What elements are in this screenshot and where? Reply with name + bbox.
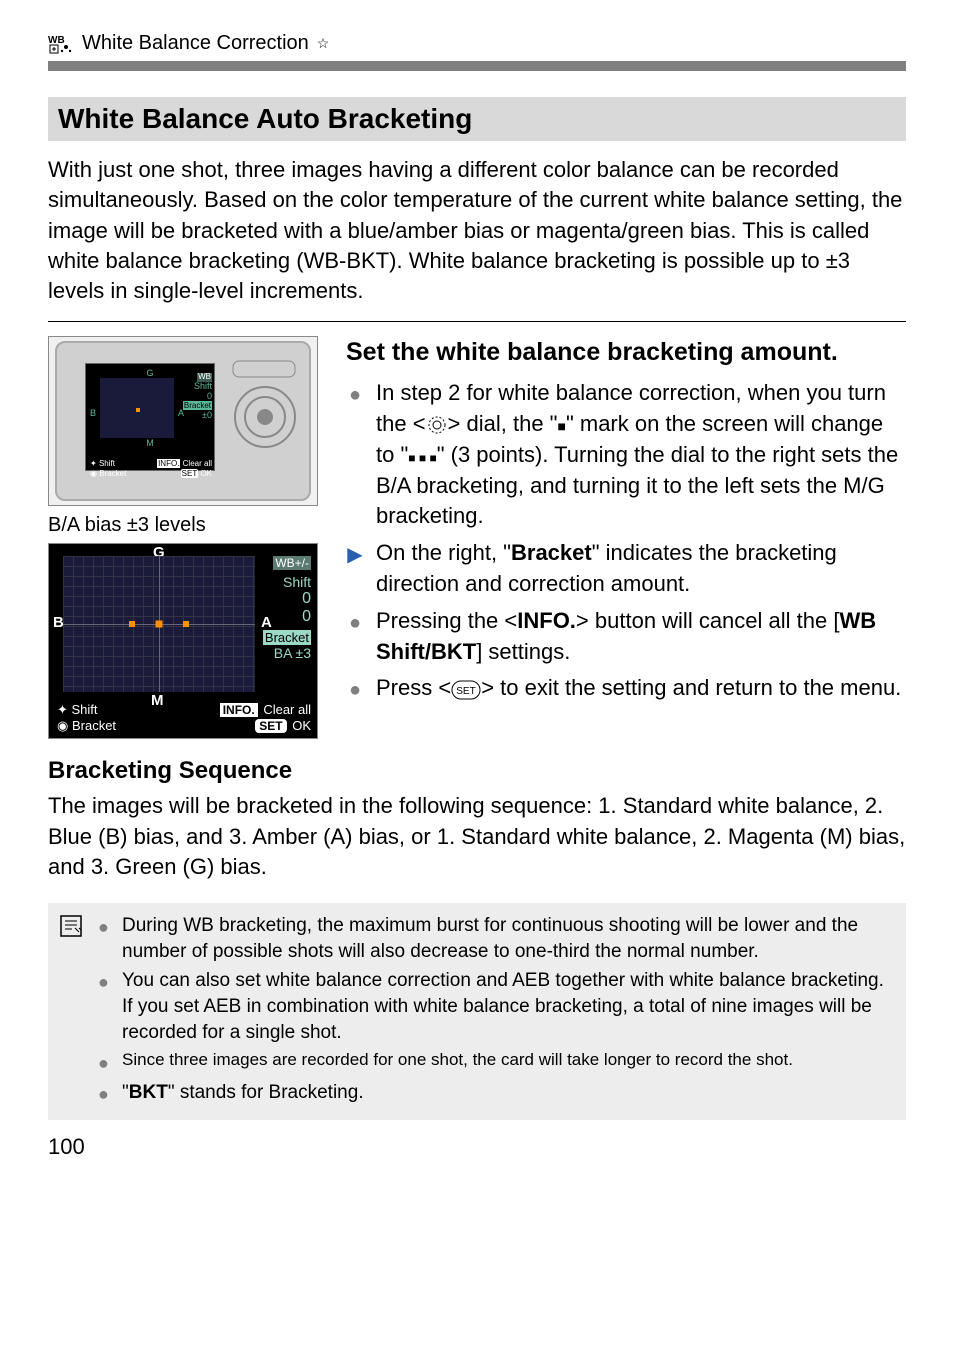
info-button-label: INFO. <box>517 608 576 633</box>
two-column-layout: G B A M WB Shift 0 Bracket ±0 ✦ Shift IN… <box>48 336 906 739</box>
bullet-icon: ● <box>98 1080 112 1106</box>
set-button-icon: SET <box>451 680 481 700</box>
list-item-text: In step 2 for white balance correction, … <box>376 378 906 532</box>
note-icon <box>58 913 86 1110</box>
bullet-icon: ● <box>346 378 364 532</box>
lcd-bottom-row-2: ◉ Bracket SET OK <box>57 718 311 734</box>
breadcrumb-star: ☆ <box>317 35 330 52</box>
bullet-icon: ● <box>98 913 112 964</box>
right-column: Set the white balance bracketing amount.… <box>346 336 906 739</box>
sequence-text: The images will be bracketed in the foll… <box>48 791 906 883</box>
list-item: ▶ On the right, "Bracket" indicates the … <box>346 538 906 600</box>
wb-grid <box>63 556 255 692</box>
bullet-icon: ● <box>98 1049 112 1075</box>
bullet-icon: ● <box>98 968 112 1045</box>
section-title: White Balance Auto Bracketing <box>48 97 906 141</box>
lcd-bottom-row-1: ✦ Shift INFO. Clear all <box>57 702 311 718</box>
divider <box>48 321 906 322</box>
list-item-text: Press <SET> to exit the setting and retu… <box>376 673 901 704</box>
sequence-title: Bracketing Sequence <box>48 757 906 785</box>
list-item: ● In step 2 for white balance correction… <box>346 378 906 532</box>
caption-text: B/A bias ±3 levels <box>48 514 318 537</box>
camera-dials-icon <box>225 359 303 489</box>
side-panel: WB+/- Shift 0 0 Bracket BA ±3 <box>259 554 311 661</box>
instruction-list: ● In step 2 for white balance correction… <box>346 378 906 704</box>
lcd-screen: G B A M WB+/- Shift 0 0 Bracket BA ±3 ✦ … <box>48 543 318 739</box>
list-item: ● Pressing the <INFO.> button will cance… <box>346 606 906 668</box>
wb-shift-icon: WB <box>48 33 74 55</box>
cursor-dot <box>183 621 189 627</box>
list-item-text: On the right, "Bracket" indicates the br… <box>376 538 906 600</box>
bullet-icon: ● <box>346 673 364 704</box>
svg-text:WB: WB <box>48 35 65 46</box>
wb-icon: WB+/- <box>273 556 311 570</box>
dial-icon <box>426 414 448 436</box>
left-column: G B A M WB Shift 0 Bracket ±0 ✦ Shift IN… <box>48 336 318 739</box>
list-item: ●You can also set white balance correcti… <box>98 968 892 1045</box>
breadcrumb-title: White Balance Correction <box>82 32 309 55</box>
page-number: 100 <box>48 1134 906 1160</box>
breadcrumb: WB White Balance Correction ☆ <box>48 32 906 55</box>
intro-text: With just one shot, three images having … <box>48 155 906 307</box>
bullet-icon: ● <box>346 606 364 668</box>
svg-text:SET: SET <box>456 686 475 697</box>
list-item: ●"BKT" stands for Bracketing. <box>98 1080 892 1106</box>
list-item: ●Since three images are recorded for one… <box>98 1049 892 1075</box>
note-box: ●During WB bracketing, the maximum burst… <box>48 903 906 1120</box>
camera-illustration: G B A M WB Shift 0 Bracket ±0 ✦ Shift IN… <box>48 336 318 506</box>
list-item: ●During WB bracketing, the maximum burst… <box>98 913 892 964</box>
cursor-dot <box>156 620 163 627</box>
step-title: Set the white balance bracketing amount. <box>346 336 906 369</box>
note-list: ●During WB bracketing, the maximum burst… <box>98 913 892 1110</box>
triangle-icon: ▶ <box>346 538 364 600</box>
list-item-text: Pressing the <INFO.> button will cancel … <box>376 606 906 668</box>
header-rule <box>48 61 906 71</box>
cursor-dot <box>129 621 135 627</box>
list-item: ● Press <SET> to exit the setting and re… <box>346 673 906 704</box>
